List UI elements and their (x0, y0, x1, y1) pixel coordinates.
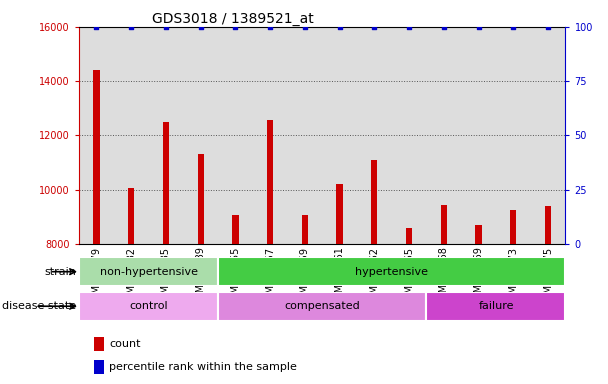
Point (126, 24, 136, 30)
Bar (79, 257, 218, 286)
Text: non-hypertensive: non-hypertensive (100, 266, 198, 277)
Point (508, 24, 518, 30)
Point (335, 24, 345, 30)
Point (439, 24, 449, 30)
Bar (267, 121, 273, 244)
Bar (94, 360, 105, 374)
Text: control: control (130, 301, 168, 311)
Bar (475, 225, 482, 244)
Text: count: count (109, 339, 140, 349)
Point (404, 24, 414, 30)
Bar (79, 292, 218, 321)
Bar (198, 154, 204, 244)
Point (230, 24, 240, 30)
Bar (218, 292, 426, 321)
Point (92, 24, 102, 30)
Bar (94, 337, 105, 351)
Bar (510, 210, 516, 244)
Point (265, 24, 275, 30)
Point (161, 24, 171, 30)
Bar (93, 70, 100, 244)
Bar (128, 188, 134, 244)
Text: disease state: disease state (2, 301, 77, 311)
Text: failure: failure (478, 301, 514, 311)
Point (300, 24, 309, 30)
Text: strain: strain (45, 266, 77, 277)
Point (474, 24, 483, 30)
Bar (163, 122, 169, 244)
Bar (371, 160, 378, 244)
Bar (336, 184, 343, 244)
Point (543, 24, 553, 30)
Text: compensated: compensated (285, 301, 360, 311)
Point (370, 24, 379, 30)
Bar (406, 228, 412, 244)
Bar (302, 215, 308, 244)
Point (196, 24, 206, 30)
Text: hypertensive: hypertensive (355, 266, 428, 277)
Bar (426, 292, 565, 321)
Text: GDS3018 / 1389521_at: GDS3018 / 1389521_at (152, 12, 314, 26)
Bar (441, 205, 447, 244)
Bar (545, 206, 551, 244)
Bar (218, 257, 565, 286)
Text: percentile rank within the sample: percentile rank within the sample (109, 362, 297, 372)
Bar (232, 215, 238, 244)
